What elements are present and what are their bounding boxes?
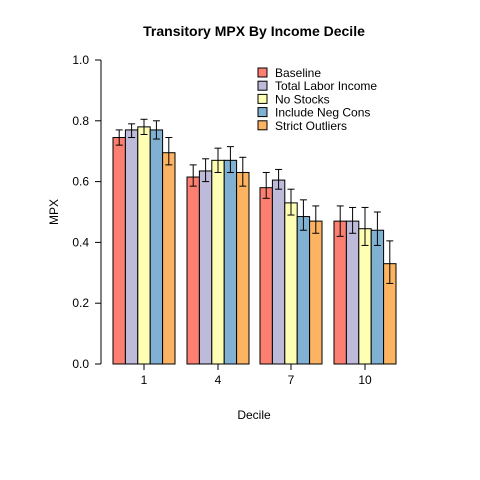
y-axis: 0.0 0.2 0.4 0.6 0.8 1.0 — [72, 53, 102, 371]
bar — [186, 176, 200, 365]
legend-swatch — [257, 107, 268, 118]
legend-label: Baseline — [275, 66, 321, 80]
bar — [211, 159, 225, 365]
y-tick-label: 1.0 — [72, 53, 89, 67]
bar — [198, 170, 213, 365]
y-tick-label: 0.2 — [72, 296, 89, 310]
legend-swatch — [257, 80, 268, 91]
bar — [236, 171, 250, 365]
bar — [223, 159, 238, 365]
x-axis-label: Decile — [237, 408, 271, 422]
bar — [271, 179, 286, 365]
legend-swatch — [257, 93, 268, 104]
bar — [370, 229, 385, 365]
x-tick-label: 10 — [358, 373, 372, 387]
legend-swatch — [257, 120, 268, 131]
bar — [309, 220, 323, 365]
y-tick-label: 0.4 — [72, 235, 89, 249]
bar — [284, 202, 298, 365]
chart-title: Transitory MPX By Income Decile — [143, 23, 365, 39]
legend-label: No Stocks — [275, 92, 330, 106]
bar — [112, 137, 126, 365]
y-tick-label: 0.0 — [72, 357, 89, 371]
bar — [137, 126, 151, 365]
bar — [358, 228, 372, 365]
y-axis-label: MPX — [47, 199, 61, 225]
bar — [124, 129, 139, 365]
bar — [162, 152, 176, 365]
y-tick-label: 0.8 — [72, 114, 89, 128]
x-tick-label: 1 — [141, 373, 148, 387]
x-tick-label: 4 — [215, 373, 222, 387]
legend-label: Total Labor Income — [275, 79, 377, 93]
bar — [345, 220, 360, 365]
bar — [259, 187, 273, 365]
bar — [149, 129, 164, 365]
bar — [296, 216, 311, 365]
legend-label: Strict Outliers — [275, 119, 347, 133]
legend-swatch — [257, 67, 268, 78]
y-tick-label: 0.6 — [72, 175, 89, 189]
bars-group — [112, 118, 397, 365]
x-tick-label: 7 — [288, 373, 295, 387]
bar — [333, 220, 347, 365]
legend-label: Include Neg Cons — [275, 106, 370, 120]
x-axis: 1 4 7 10 — [141, 364, 372, 387]
